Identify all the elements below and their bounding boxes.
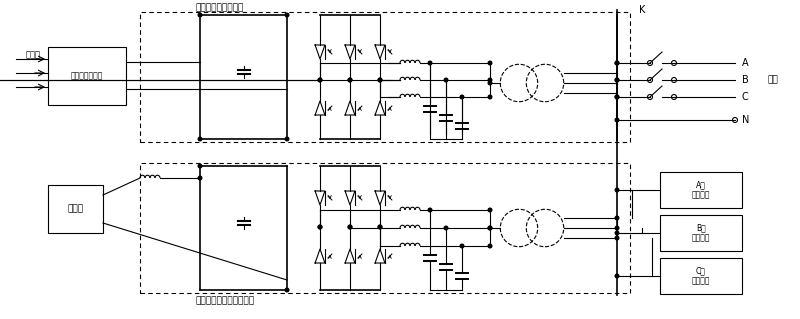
- Circle shape: [615, 226, 619, 230]
- Bar: [660, 215, 742, 251]
- Text: 太阳能蓄电池泵: 太阳能蓄电池泵: [71, 71, 103, 80]
- Circle shape: [318, 78, 322, 82]
- Circle shape: [615, 231, 619, 235]
- Circle shape: [444, 226, 448, 230]
- Text: 蓄电池充放电功率变换器: 蓄电池充放电功率变换器: [195, 296, 254, 306]
- Bar: [48, 185, 103, 233]
- Bar: [48, 47, 126, 105]
- Circle shape: [615, 274, 619, 278]
- Circle shape: [488, 226, 492, 230]
- Circle shape: [378, 78, 382, 82]
- Bar: [140, 163, 630, 293]
- Text: B相
云地负载: B相 云地负载: [692, 223, 710, 243]
- Text: 蓄电池: 蓄电池: [67, 204, 83, 213]
- Circle shape: [378, 225, 382, 229]
- Circle shape: [428, 61, 432, 65]
- Circle shape: [647, 78, 653, 83]
- Text: K: K: [639, 5, 645, 15]
- Circle shape: [378, 78, 382, 82]
- Circle shape: [488, 78, 492, 82]
- Circle shape: [460, 244, 464, 248]
- Circle shape: [318, 225, 322, 229]
- Circle shape: [615, 188, 619, 192]
- Circle shape: [615, 78, 619, 82]
- Circle shape: [488, 95, 492, 99]
- Text: A: A: [742, 58, 749, 68]
- Circle shape: [198, 164, 202, 168]
- Circle shape: [488, 244, 492, 248]
- Circle shape: [733, 117, 738, 122]
- Text: C: C: [742, 92, 749, 102]
- Text: A相
云地负载: A相 云地负载: [692, 180, 710, 200]
- Text: N: N: [742, 115, 750, 125]
- Circle shape: [615, 216, 619, 220]
- Circle shape: [348, 78, 352, 82]
- Circle shape: [348, 225, 352, 229]
- Circle shape: [647, 61, 653, 65]
- Bar: [660, 258, 742, 294]
- Bar: [660, 172, 742, 208]
- Circle shape: [488, 61, 492, 65]
- Text: B: B: [742, 75, 749, 85]
- Circle shape: [615, 236, 619, 240]
- Bar: [140, 12, 630, 142]
- Circle shape: [615, 118, 619, 122]
- Circle shape: [428, 208, 432, 212]
- Circle shape: [671, 61, 677, 65]
- Circle shape: [488, 226, 492, 230]
- Circle shape: [615, 61, 619, 65]
- Circle shape: [647, 94, 653, 100]
- Text: 太阳能: 太阳能: [26, 50, 41, 60]
- Circle shape: [198, 13, 202, 17]
- Circle shape: [615, 78, 619, 82]
- Circle shape: [378, 225, 382, 229]
- Circle shape: [671, 78, 677, 83]
- Circle shape: [318, 78, 322, 82]
- Circle shape: [615, 95, 619, 99]
- Circle shape: [671, 94, 677, 100]
- Circle shape: [488, 208, 492, 212]
- Circle shape: [285, 288, 289, 292]
- Circle shape: [348, 225, 352, 229]
- Circle shape: [460, 95, 464, 99]
- Circle shape: [615, 61, 619, 65]
- Circle shape: [348, 78, 352, 82]
- Text: 电网: 电网: [768, 76, 778, 85]
- Circle shape: [318, 225, 322, 229]
- Circle shape: [285, 13, 289, 17]
- Text: C相
云地负载: C相 云地负载: [692, 266, 710, 286]
- Circle shape: [198, 176, 202, 180]
- Circle shape: [444, 78, 448, 82]
- Circle shape: [488, 81, 492, 85]
- Text: 光伏并网功率变换器: 光伏并网功率变换器: [195, 4, 243, 12]
- Circle shape: [285, 137, 289, 141]
- Circle shape: [198, 137, 202, 141]
- Circle shape: [615, 95, 619, 99]
